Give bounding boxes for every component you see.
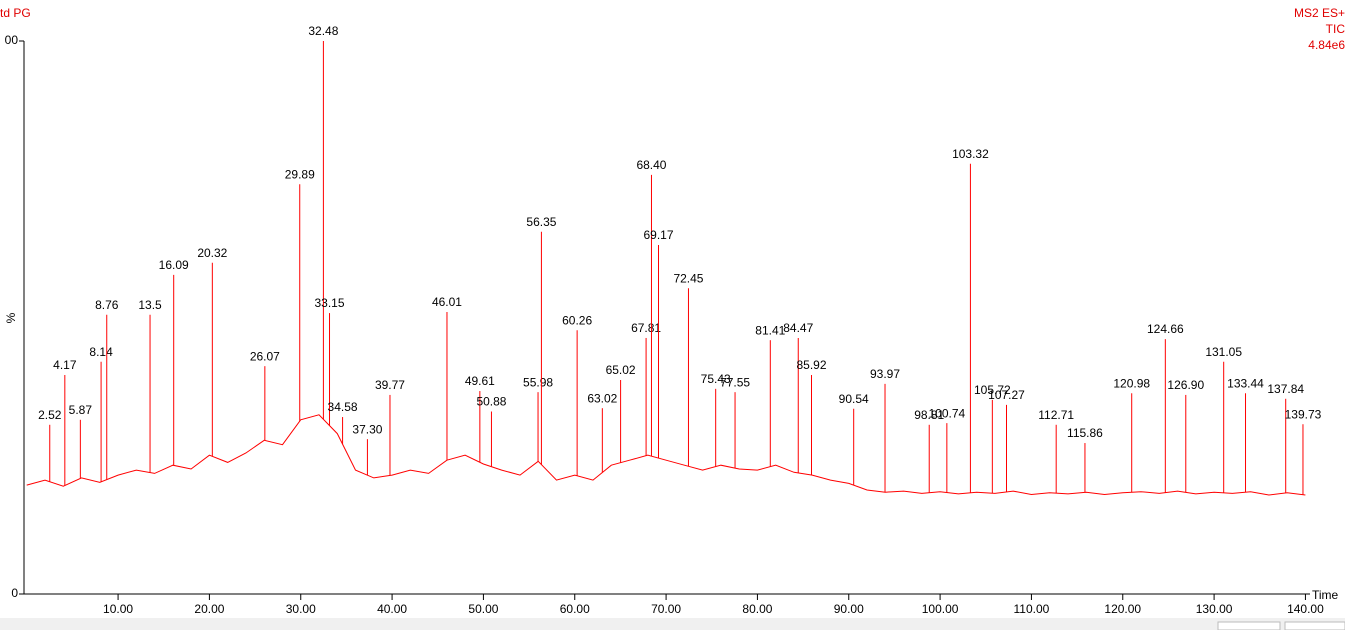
peak-label: 90.54 [839, 392, 869, 406]
x-tick-label: 110.00 [1014, 602, 1050, 616]
peak-label: 4.17 [53, 358, 77, 372]
peak-label: 98.81 [914, 408, 944, 422]
x-tick-label: 40.00 [377, 602, 407, 616]
peak-label: 105.72 [974, 383, 1011, 397]
status-panel [1284, 621, 1345, 630]
peak-label: 65.02 [606, 363, 636, 377]
x-tick-label: 120.00 [1104, 602, 1141, 616]
annotation: MS2 ES+ [1294, 6, 1345, 20]
peak-label: 69.17 [643, 228, 673, 242]
peak-label: 37.30 [352, 422, 382, 436]
peak-label: 55.98 [523, 375, 553, 389]
peak-label: 137.84 [1267, 382, 1304, 396]
peak-label: 85.92 [796, 358, 826, 372]
peak-label: 131.05 [1205, 345, 1242, 359]
peak-label: 77.55 [720, 375, 750, 389]
peak-label: 103.32 [952, 147, 989, 161]
peak-label: 100.74 [928, 406, 965, 420]
x-tick-label: 100.00 [922, 602, 959, 616]
x-tick-label: 70.00 [651, 602, 681, 616]
x-tick-label: 60.00 [560, 602, 590, 616]
peak-label: 68.40 [636, 158, 666, 172]
x-tick-label: 140.00 [1287, 602, 1324, 616]
peak-label: 60.26 [562, 313, 592, 327]
y-axis-label: % [4, 312, 18, 323]
peak-label: 81.41 [755, 323, 785, 337]
peak-label: 67.81 [631, 321, 661, 335]
peak-label: 32.48 [308, 24, 338, 38]
y-tick-label: 00 [5, 33, 19, 47]
peak-label: 139.73 [1285, 407, 1322, 421]
peak-label: 26.07 [250, 349, 280, 363]
x-tick-label: 20.00 [194, 602, 224, 616]
x-tick-label: 10.00 [103, 602, 133, 616]
peak-label: 124.66 [1147, 322, 1184, 336]
peak-label: 20.32 [197, 246, 227, 260]
peak-label: 84.47 [783, 321, 813, 335]
peak-label: 72.45 [673, 271, 703, 285]
status-bar [0, 618, 1345, 630]
peak-label: 120.98 [1113, 376, 1150, 390]
peak-label: 56.35 [526, 215, 556, 229]
peak-label: 29.89 [285, 167, 315, 181]
peak-label: 8.14 [89, 345, 113, 359]
peak-label: 33.15 [315, 296, 345, 310]
peak-label: 133.44 [1227, 376, 1264, 390]
peak-label: 63.02 [587, 391, 617, 405]
peak-label: 39.77 [375, 378, 405, 392]
peak-label: 34.58 [328, 400, 358, 414]
peak-label: 5.87 [69, 403, 93, 417]
chart-title: td PG [0, 6, 31, 20]
peak-label: 13.5 [138, 298, 162, 312]
peak-label: 115.86 [1067, 426, 1103, 440]
peak-label: 112.71 [1038, 408, 1074, 422]
peak-label: 49.61 [465, 374, 495, 388]
peak-label: 16.09 [159, 258, 189, 272]
y-tick-label: 0 [11, 586, 18, 600]
x-tick-label: 130.00 [1196, 602, 1233, 616]
peak-label: 75.43 [701, 372, 731, 386]
x-axis-label: Time [1312, 588, 1339, 602]
peak-label: 8.76 [95, 298, 119, 312]
x-tick-label: 90.00 [834, 602, 864, 616]
peak-label: 93.97 [870, 367, 900, 381]
trace-line [26, 414, 1306, 496]
peak-label: 126.90 [1167, 378, 1204, 392]
peak-label: 2.52 [38, 408, 62, 422]
peak-label: 46.01 [432, 295, 462, 309]
x-tick-label: 30.00 [286, 602, 316, 616]
peak-label: 50.88 [476, 395, 506, 409]
annotation: 4.84e6 [1308, 38, 1345, 52]
peak-label: 107.27 [988, 388, 1025, 402]
status-panel [1217, 621, 1281, 630]
x-tick-label: 50.00 [468, 602, 498, 616]
annotation: TIC [1326, 22, 1345, 36]
x-tick-label: 80.00 [742, 602, 772, 616]
